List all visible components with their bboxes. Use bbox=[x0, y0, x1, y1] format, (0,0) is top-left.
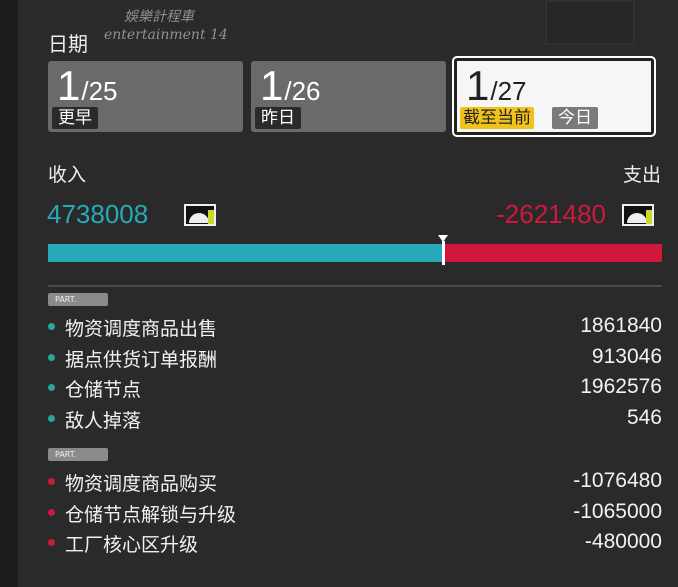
split-marker-arrow-icon bbox=[438, 235, 449, 242]
list-item: 仓储节点解锁与升级 -1065000 bbox=[48, 498, 662, 528]
tab-day: /27 bbox=[490, 76, 527, 106]
income-expense-bar bbox=[48, 235, 662, 265]
item-value: -1065000 bbox=[573, 499, 662, 523]
tab-tag: 昨日 bbox=[255, 107, 301, 129]
bullet-dot-icon bbox=[48, 414, 55, 422]
tab-tag-today: 今日 bbox=[552, 107, 598, 129]
item-name: 敌人掉落 bbox=[65, 409, 142, 432]
tab-tag: 更早 bbox=[52, 107, 98, 129]
watermark: 娛樂計程車 entertainment 14 bbox=[104, 8, 228, 44]
tab-day: /25 bbox=[81, 76, 118, 106]
item-value: -480000 bbox=[584, 530, 662, 553]
split-marker bbox=[442, 241, 446, 265]
date-tab-1-25[interactable]: 1/25 更早 bbox=[48, 61, 243, 132]
expense-total: -2621480 bbox=[496, 199, 606, 229]
background-panel bbox=[0, 0, 18, 587]
item-name: 仓储节点 bbox=[65, 379, 142, 401]
tab-date: 1/25 bbox=[57, 63, 118, 114]
income-total: 4738008 bbox=[47, 199, 149, 229]
tab-month: 1 bbox=[466, 62, 490, 109]
item-value: 546 bbox=[626, 405, 662, 429]
bullet-dot-icon bbox=[48, 478, 55, 485]
item-name: 工厂核心区升级 bbox=[65, 534, 199, 556]
bullet-dot-icon bbox=[48, 384, 55, 391]
bullet-dot-icon bbox=[48, 539, 55, 546]
list-item: 物资调度商品出售 1861840 bbox=[48, 312, 662, 342]
tab-tag-current: 截至当前 bbox=[460, 107, 534, 129]
item-name: 据点供货订单报酬 bbox=[65, 348, 218, 371]
date-label: 日期 bbox=[48, 32, 88, 56]
item-name: 物资调度商品购买 bbox=[65, 473, 218, 495]
item-name: 仓储节点解锁与升级 bbox=[65, 503, 237, 526]
income-label: 收入 bbox=[48, 164, 87, 186]
item-value: 1861840 bbox=[580, 314, 662, 337]
date-tab-1-26[interactable]: 1/26 昨日 bbox=[251, 61, 446, 132]
list-item: 仓储节点 1962576 bbox=[48, 373, 662, 403]
part-badge: PART. bbox=[48, 293, 108, 306]
chart-toggle-icon[interactable] bbox=[184, 204, 216, 226]
background-decoration bbox=[545, 0, 635, 45]
tab-month: 1 bbox=[57, 62, 81, 109]
bullet-dot-icon bbox=[48, 353, 55, 361]
list-item: 物资调度商品购买 -1076480 bbox=[48, 467, 662, 497]
tab-date: 1/26 bbox=[260, 63, 321, 114]
item-name: 物资调度商品出售 bbox=[65, 318, 218, 340]
watermark-line2: entertainment 14 bbox=[104, 27, 228, 43]
item-value: 913046 bbox=[591, 344, 662, 368]
item-value: 1962576 bbox=[580, 375, 662, 398]
tab-date: 1/27 bbox=[466, 63, 527, 114]
date-tab-1-27[interactable]: 1/27 截至当前 今日 bbox=[452, 56, 656, 137]
tab-day: /26 bbox=[284, 76, 321, 106]
list-item: 工厂核心区升级 -480000 bbox=[48, 528, 662, 558]
bullet-dot-icon bbox=[48, 323, 55, 330]
income-bar-fill bbox=[48, 244, 444, 262]
divider bbox=[48, 285, 662, 287]
part-badge: PART. bbox=[48, 448, 108, 461]
bullet-dot-icon bbox=[48, 508, 55, 516]
list-item: 敌人掉落 546 bbox=[48, 404, 662, 434]
watermark-line1: 娛樂計程車 bbox=[124, 9, 194, 25]
tab-month: 1 bbox=[260, 62, 284, 109]
item-value: -1076480 bbox=[573, 469, 662, 492]
list-item: 据点供货订单报酬 913046 bbox=[48, 343, 662, 373]
expense-label: 支出 bbox=[622, 164, 661, 186]
chart-toggle-icon[interactable] bbox=[622, 204, 654, 226]
